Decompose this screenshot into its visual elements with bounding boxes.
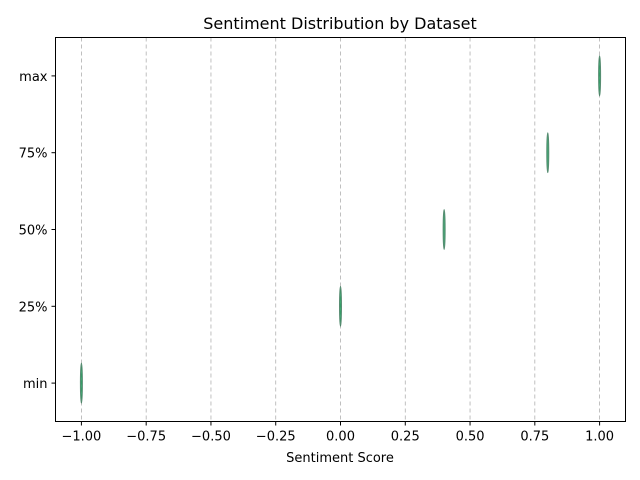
violin-75pct	[546, 132, 550, 174]
y-tick-label: min	[23, 377, 48, 392]
chart-title: Sentiment Distribution by Dataset	[203, 14, 477, 33]
y-tick-label: 50%	[19, 224, 48, 239]
x-tick-label: 0.50	[456, 430, 485, 445]
x-tick-label: 0.75	[520, 430, 549, 445]
y-tick-label: 75%	[19, 147, 48, 162]
x-axis-label: Sentiment Score	[286, 451, 394, 466]
violin-25pct	[339, 285, 342, 327]
x-tick-label: −0.75	[126, 430, 166, 445]
violin-group	[79, 55, 602, 404]
violin-min	[79, 362, 83, 404]
y-axis-ticks: min 25% 50% 75% max	[19, 70, 56, 392]
x-tick-label: −1.00	[61, 430, 101, 445]
violin-max	[598, 55, 602, 97]
y-tick-label: max	[19, 70, 48, 85]
x-axis-ticks: −1.00 −0.75 −0.50 −0.25 0.00 0.25 0.50 0.75 1.00	[61, 421, 614, 445]
x-tick-label: 0.00	[326, 430, 355, 445]
x-tick-label: −0.50	[191, 430, 231, 445]
x-tick-label: 1.00	[585, 430, 614, 445]
x-tick-label: 0.25	[391, 430, 420, 445]
grid-lines	[81, 37, 600, 422]
x-tick-label: −0.25	[256, 430, 296, 445]
y-tick-label: 25%	[19, 300, 48, 315]
violin-50pct	[442, 209, 446, 250]
